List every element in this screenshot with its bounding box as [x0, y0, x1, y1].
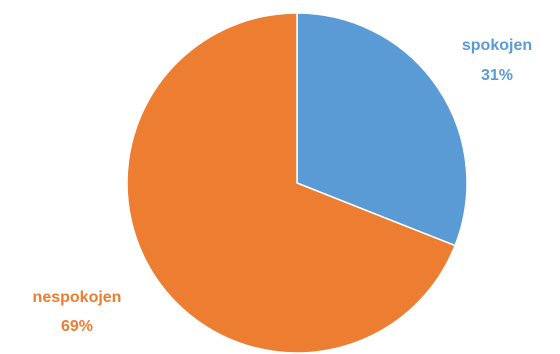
- slice-category-label: spokojen: [462, 37, 532, 54]
- pie-slices: [127, 13, 467, 353]
- slice-category-label: nespokojen: [33, 289, 122, 306]
- slice-percent-label: 69%: [61, 318, 93, 335]
- slice-percent-label: 31%: [481, 67, 513, 84]
